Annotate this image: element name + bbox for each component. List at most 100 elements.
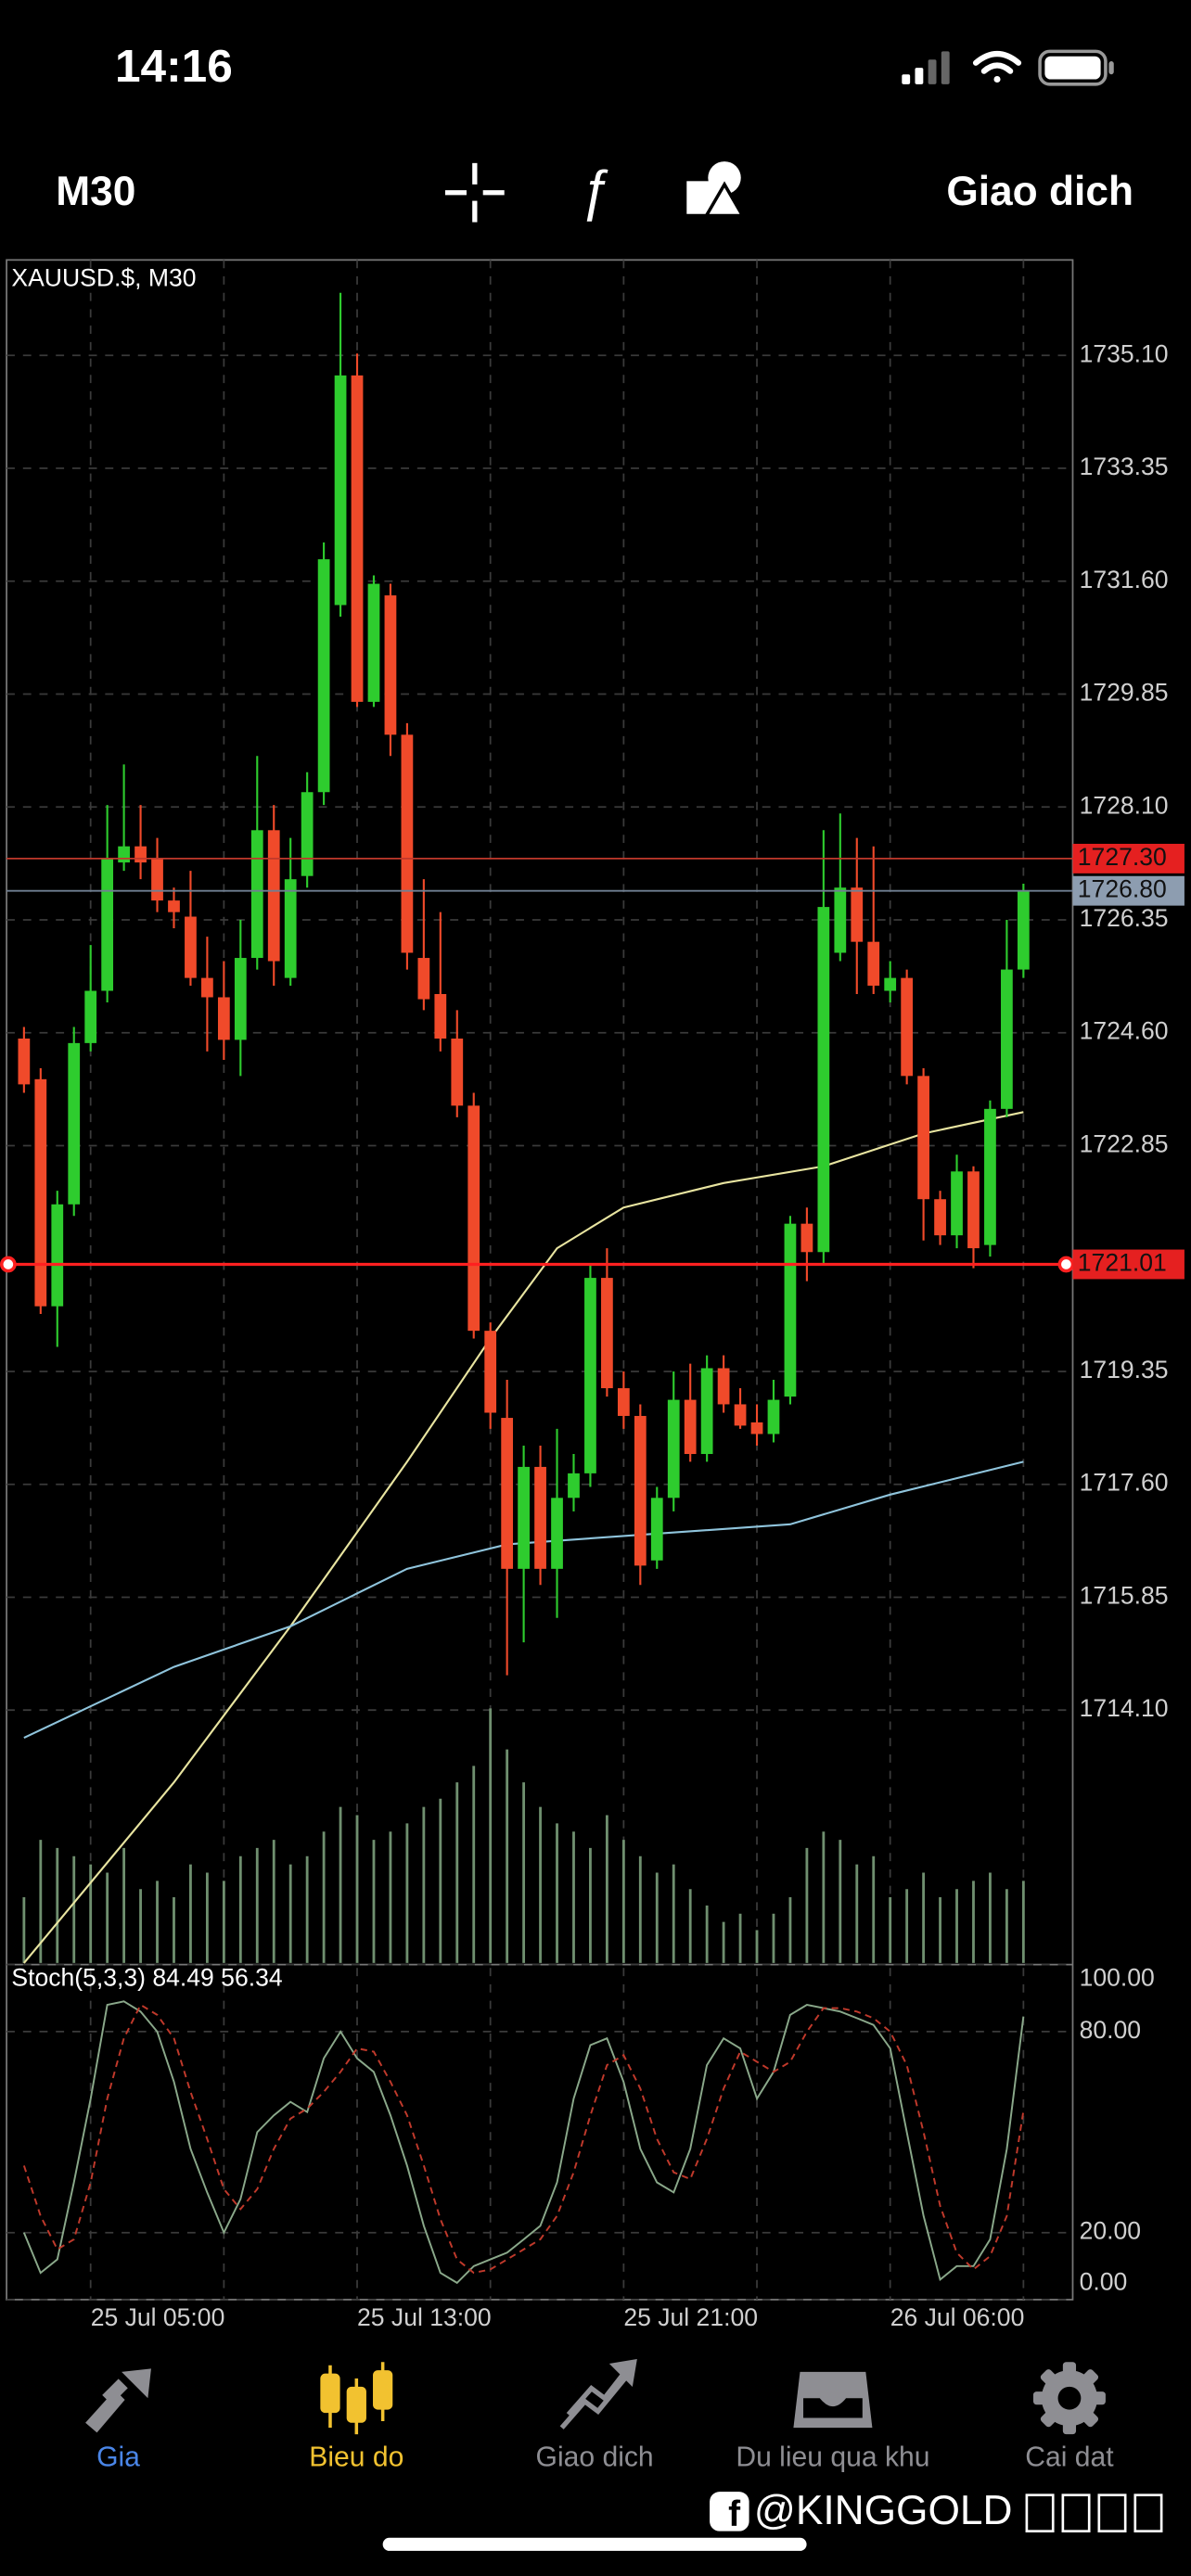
y-tick-label: 1714.10 bbox=[1080, 1694, 1169, 1722]
indicators-button[interactable]: ƒ bbox=[579, 158, 609, 222]
stoch-line bbox=[22, 2003, 1025, 2275]
home-indicator bbox=[382, 2537, 807, 2551]
price-label: 1721.01 bbox=[1078, 1249, 1167, 1277]
candle-body bbox=[401, 734, 414, 953]
bottom-nav: Gia Bieu do Giao dich Du lieu qua khu Cai da… bbox=[96, 2442, 1114, 2473]
battery-icon bbox=[1038, 49, 1114, 86]
nav-label[interactable]: Gia bbox=[96, 2442, 140, 2473]
stoch-line bbox=[22, 2000, 1025, 2285]
candle-body bbox=[784, 1223, 797, 1397]
price-label-bg bbox=[1072, 843, 1185, 874]
candle-body bbox=[434, 994, 447, 1039]
nav-icon-chart[interactable] bbox=[320, 2362, 393, 2435]
candle-body bbox=[118, 846, 130, 863]
candle-body bbox=[501, 1418, 514, 1569]
candle-body bbox=[534, 1466, 546, 1569]
x-tick-label: 25 Jul 21:00 bbox=[623, 2303, 758, 2331]
candle-body bbox=[351, 375, 364, 702]
nav-label[interactable]: Du lieu qua khu bbox=[736, 2442, 929, 2473]
candle-body bbox=[884, 977, 897, 991]
watermark: @KINGGOLD bbox=[754, 2488, 1013, 2533]
signal-icon bbox=[902, 51, 950, 84]
candle-body bbox=[568, 1473, 580, 1498]
y-tick-label: 1726.35 bbox=[1080, 904, 1169, 932]
candle-body bbox=[284, 879, 297, 978]
moving-average bbox=[23, 1111, 1024, 1964]
candle-body bbox=[901, 977, 914, 1077]
trade-button[interactable]: Giao dich bbox=[946, 169, 1133, 214]
candle-body bbox=[234, 958, 247, 1040]
candle-body bbox=[1017, 890, 1030, 970]
timeframe-button[interactable]: M30 bbox=[56, 169, 135, 214]
candle-body bbox=[134, 846, 147, 863]
candle-body bbox=[650, 1498, 663, 1561]
crosshair-button[interactable] bbox=[444, 162, 505, 223]
wifi-icon bbox=[972, 50, 1022, 83]
candle-body bbox=[1001, 969, 1013, 1109]
candle-body bbox=[68, 1042, 81, 1205]
y-tick-label: 1715.85 bbox=[1080, 1581, 1169, 1609]
x-tick-label: 25 Jul 13:00 bbox=[357, 2303, 492, 2331]
candle-body bbox=[18, 1039, 31, 1085]
candle-body bbox=[185, 916, 197, 978]
candle-body bbox=[317, 559, 330, 793]
candle-body bbox=[217, 997, 230, 1040]
candle-body bbox=[367, 583, 380, 702]
facebook-icon: f bbox=[710, 2492, 749, 2534]
nav-icon-history[interactable] bbox=[793, 2371, 873, 2429]
price-line-handle bbox=[1057, 1256, 1075, 1273]
candle-body bbox=[84, 990, 97, 1043]
x-tick-label: 26 Jul 06:00 bbox=[890, 2303, 1025, 2331]
candle-body bbox=[51, 1204, 64, 1307]
nav-label[interactable]: Cai dat bbox=[1025, 2442, 1114, 2473]
nav-icon-price[interactable] bbox=[85, 2368, 151, 2433]
candle-body bbox=[917, 1076, 929, 1200]
y-tick-label: 1724.60 bbox=[1080, 1017, 1169, 1045]
y-tick-label: 1735.10 bbox=[1080, 339, 1169, 367]
status-time: 14:16 bbox=[115, 40, 233, 92]
candle-body bbox=[767, 1399, 780, 1435]
candle-body bbox=[417, 958, 430, 1000]
nav-icon-trade[interactable] bbox=[559, 2359, 637, 2429]
candle-body bbox=[634, 1415, 647, 1566]
price-label: 1727.30 bbox=[1078, 843, 1167, 871]
price-label-bg bbox=[1072, 875, 1185, 906]
candle-body bbox=[151, 858, 163, 901]
candle-body bbox=[617, 1388, 630, 1416]
objects-button[interactable] bbox=[686, 161, 746, 218]
candle-body bbox=[934, 1199, 946, 1236]
price-line-handle bbox=[0, 1256, 17, 1273]
nav-label[interactable]: Bieu do bbox=[309, 2442, 403, 2473]
y-tick-label: 100.00 bbox=[1080, 1964, 1155, 1992]
candle-body bbox=[834, 887, 847, 953]
nav-label[interactable]: Giao dich bbox=[536, 2442, 654, 2473]
y-tick-label: 1717.60 bbox=[1080, 1469, 1169, 1497]
symbol-title: XAUUSD.$, M30 bbox=[11, 264, 196, 292]
candle-body bbox=[851, 887, 864, 942]
candle-body bbox=[601, 1278, 613, 1389]
candle-body bbox=[267, 830, 280, 962]
candle-body bbox=[734, 1404, 747, 1426]
missing-glyphs bbox=[1025, 2493, 1163, 2533]
candle-body bbox=[684, 1399, 697, 1455]
candle-body bbox=[301, 792, 314, 876]
y-tick-label: 20.00 bbox=[1080, 2217, 1141, 2245]
candle-body bbox=[984, 1108, 996, 1245]
candle-body bbox=[484, 1331, 497, 1413]
candle-body bbox=[451, 1039, 464, 1106]
candle-body bbox=[250, 830, 263, 959]
candle-body bbox=[667, 1399, 680, 1498]
nav-icon-settings[interactable] bbox=[1032, 2362, 1106, 2435]
candle-body bbox=[168, 900, 180, 912]
candle-body bbox=[34, 1078, 47, 1307]
y-tick-label: 1728.10 bbox=[1080, 791, 1169, 819]
stoch-title: Stoch(5,3,3) 84.49 56.34 bbox=[11, 1964, 282, 1992]
price-label: 1726.80 bbox=[1078, 875, 1167, 903]
candle-body bbox=[967, 1171, 980, 1249]
candle-body bbox=[101, 858, 114, 991]
y-tick-label: 1722.85 bbox=[1080, 1129, 1169, 1157]
candle-body bbox=[800, 1223, 813, 1253]
y-tick-label: 0.00 bbox=[1080, 2267, 1128, 2295]
